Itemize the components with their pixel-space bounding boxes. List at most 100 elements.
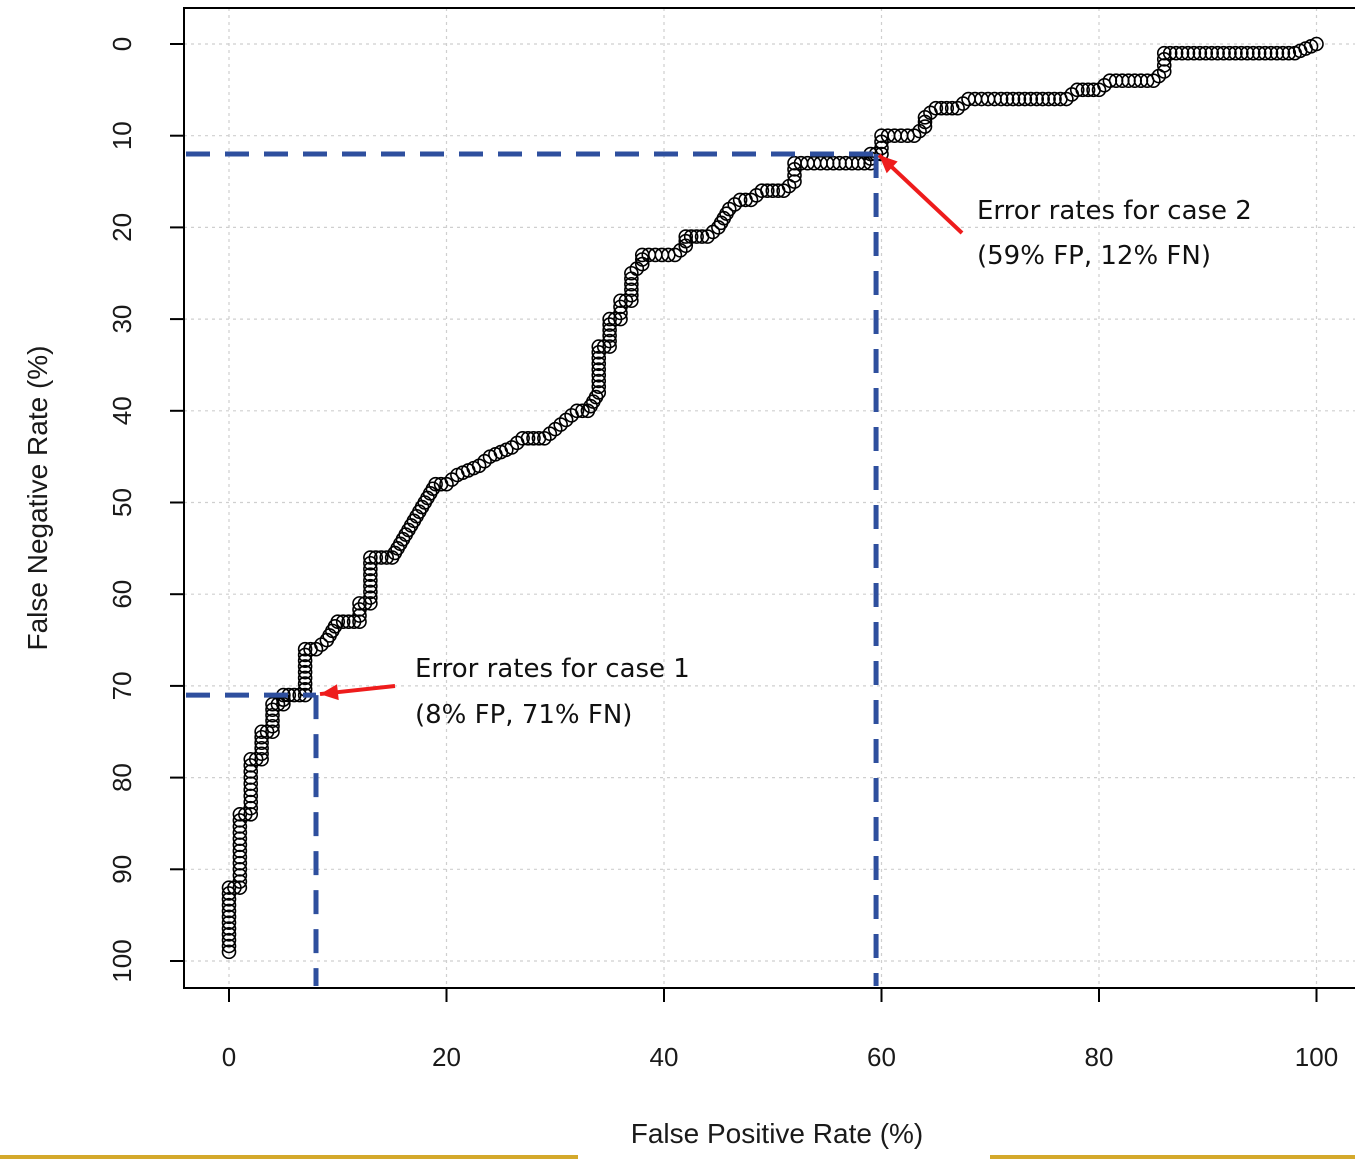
data-point (297, 653, 313, 668)
data-point (363, 561, 378, 577)
data-point (1245, 45, 1261, 61)
annotation-case-2-line-2: (59% FP, 12% FN) (977, 241, 1211, 271)
data-point (341, 614, 356, 630)
x-tick-label: 80 (1085, 1042, 1114, 1072)
data-point (591, 385, 607, 400)
data-point (221, 897, 237, 913)
data-point (1005, 91, 1021, 107)
data-point (254, 751, 269, 767)
data-point (917, 119, 933, 134)
data-point (1023, 91, 1039, 107)
data-point (1216, 45, 1231, 61)
data-point (363, 596, 378, 611)
data-point (1275, 45, 1291, 61)
data-point (591, 350, 607, 366)
data-points (221, 36, 1324, 960)
data-point (221, 880, 237, 895)
data-point (1162, 45, 1178, 61)
data-point (1029, 91, 1045, 107)
data-point (591, 367, 607, 383)
data-point (754, 183, 770, 199)
data-point (221, 921, 237, 936)
data-point (1168, 45, 1184, 61)
data-point (335, 614, 351, 630)
data-point (591, 356, 607, 372)
arrow-case-2 (877, 153, 964, 235)
data-point (1204, 45, 1220, 61)
data-point (265, 724, 280, 740)
y-tick-label: 0 (107, 37, 137, 51)
data-point (1047, 91, 1062, 107)
data-point (379, 550, 394, 565)
data-point (1222, 45, 1237, 61)
data-point (363, 578, 378, 594)
data-point (221, 932, 237, 948)
data-point (373, 550, 389, 565)
data-point (591, 379, 607, 395)
data-point (265, 713, 280, 729)
data-point (520, 431, 536, 446)
annotation-case-2-line-1: Error rates for case 2 (977, 196, 1252, 226)
data-point (232, 806, 248, 822)
arrow-case-2-head (879, 155, 898, 174)
data-point (689, 229, 704, 244)
data-point (363, 567, 378, 583)
bottom-rule-right (990, 1155, 1355, 1159)
data-point (624, 282, 639, 298)
data-point (591, 373, 607, 389)
data-point (624, 276, 639, 292)
data-point (1174, 45, 1190, 61)
data-point (221, 909, 237, 925)
data-point (1011, 91, 1027, 107)
data-point (999, 91, 1015, 107)
data-point (1080, 82, 1096, 98)
data-point (1257, 45, 1273, 61)
data-point (602, 339, 617, 354)
y-tick-label: 70 (107, 671, 137, 700)
y-axis: 0 10 20 30 40 50 60 70 80 90 100 (107, 37, 184, 983)
y-tick-label: 90 (107, 855, 137, 884)
data-point (1186, 45, 1202, 61)
data-point (515, 431, 530, 446)
data-point (297, 641, 313, 657)
bottom-rule-left (0, 1155, 578, 1159)
data-point (1192, 45, 1208, 61)
x-tick-label: 0 (222, 1042, 236, 1072)
data-point (221, 938, 237, 954)
data-point (363, 573, 378, 588)
data-point (1263, 45, 1279, 61)
y-tick-label: 80 (107, 763, 137, 792)
data-point (1075, 82, 1090, 98)
x-tick-label: 100 (1295, 1042, 1338, 1072)
data-point (368, 550, 384, 565)
data-point (1228, 45, 1243, 61)
x-tick-label: 20 (432, 1042, 461, 1072)
y-tick-label: 100 (107, 939, 137, 982)
arrow-case-1-head (320, 684, 339, 701)
data-point (221, 915, 237, 930)
data-point (624, 293, 639, 309)
y-tick-label: 30 (107, 305, 137, 334)
data-point (1269, 45, 1285, 61)
data-point (297, 676, 313, 691)
data-point (1069, 82, 1085, 98)
data-point (602, 328, 617, 343)
data-point (624, 287, 639, 303)
data-point (526, 431, 541, 446)
data-point (428, 476, 443, 492)
data-point (760, 183, 775, 199)
y-tick-label: 50 (107, 488, 137, 517)
y-axis-title: False Negative Rate (%) (22, 345, 53, 650)
data-point (363, 550, 378, 565)
annotation-case-1-line-1: Error rates for case 1 (415, 654, 690, 684)
data-point (221, 903, 237, 919)
data-point (363, 584, 378, 600)
data-point (1309, 36, 1324, 52)
data-point (765, 183, 781, 199)
x-axis-title: False Positive Rate (%) (631, 1118, 924, 1149)
x-tick-label: 40 (650, 1042, 679, 1072)
data-point (363, 590, 378, 605)
data-point (1251, 45, 1267, 61)
data-point (1198, 45, 1214, 61)
